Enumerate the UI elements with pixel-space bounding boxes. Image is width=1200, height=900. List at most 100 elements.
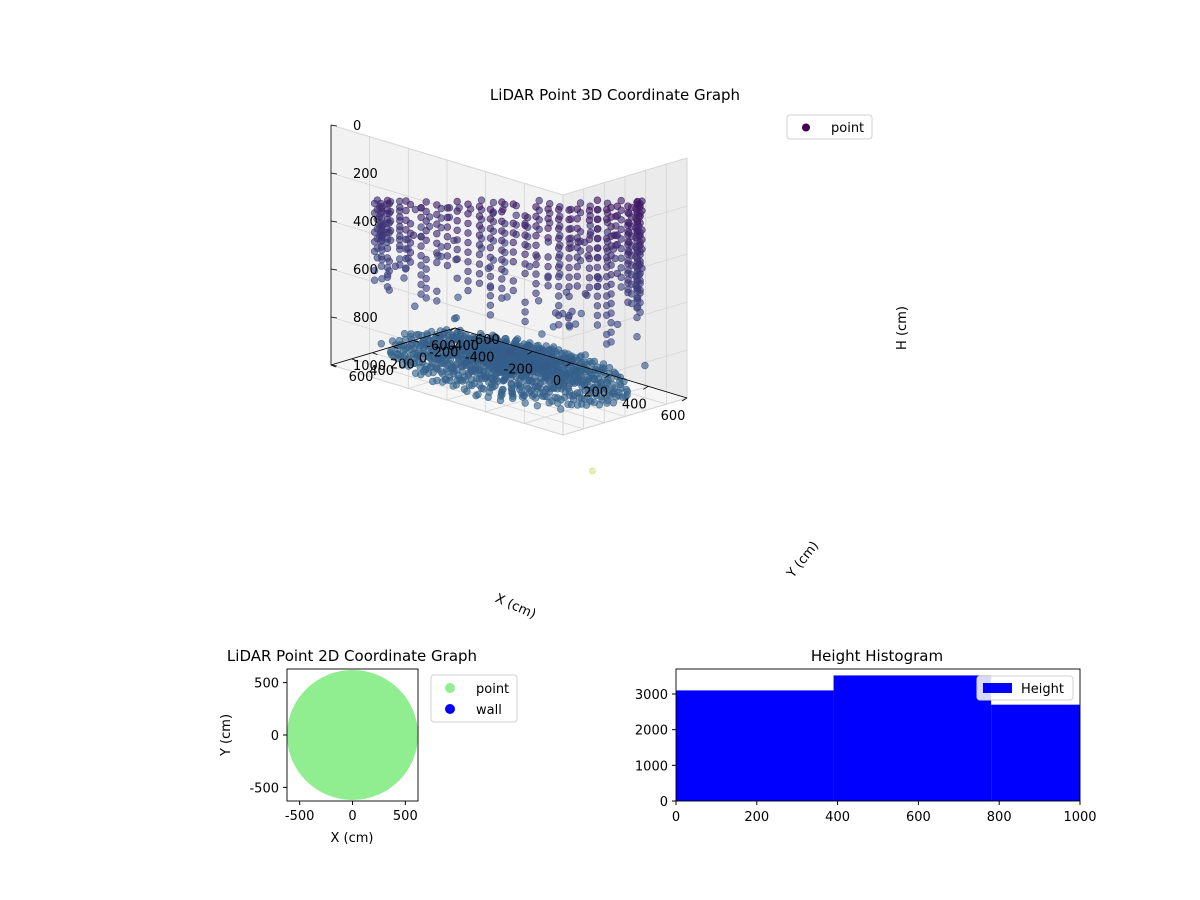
cloud-point xyxy=(498,246,506,254)
cloud-point xyxy=(521,269,529,278)
chart-2d-y-tick-label: 500 xyxy=(254,677,279,692)
cloud-point xyxy=(521,250,529,259)
cloud-point xyxy=(417,290,425,298)
cloud-point xyxy=(417,242,425,250)
cloud-point xyxy=(453,197,461,206)
cloud-point xyxy=(543,361,551,369)
cloud-point xyxy=(486,263,495,271)
cloud-point xyxy=(520,392,528,400)
cloud-point xyxy=(385,200,393,208)
cloud-point xyxy=(464,248,472,256)
cloud-point xyxy=(378,202,386,211)
cloud-point xyxy=(424,353,433,361)
cloud-point xyxy=(577,309,585,318)
cloud-point xyxy=(577,400,586,408)
cloud-point xyxy=(453,226,461,235)
cloud-point xyxy=(633,217,641,226)
cloud-point xyxy=(597,393,606,401)
y-tick-mark xyxy=(454,327,461,331)
cloud-point xyxy=(544,224,552,232)
cloud-point xyxy=(633,294,641,302)
cloud-point xyxy=(544,272,552,280)
h-tick-label: 400 xyxy=(353,215,378,230)
cloud-point xyxy=(370,276,379,284)
cloud-point xyxy=(420,368,428,376)
cloud-point xyxy=(554,399,562,407)
chart-2d-x-tick-label: 0 xyxy=(348,809,356,824)
x-tick-label: -200 xyxy=(504,362,534,377)
cloud-point xyxy=(603,399,611,407)
cloud-point xyxy=(570,379,578,387)
cloud-point xyxy=(602,234,611,243)
cloud-point xyxy=(453,207,461,215)
cloud-point xyxy=(633,237,641,245)
cloud-point xyxy=(440,343,448,351)
histogram-bar xyxy=(676,690,834,801)
cloud-point xyxy=(554,273,563,281)
cloud-point xyxy=(481,374,489,382)
chart-3d-floor-projection xyxy=(589,467,596,475)
x-tick-label: -400 xyxy=(465,351,495,366)
cloud-point xyxy=(565,235,573,243)
y-tick-mark xyxy=(351,358,357,362)
cloud-point xyxy=(443,213,452,222)
cloud-point xyxy=(486,272,495,281)
chart-3d-axes: -600-400-2000200400600-600-400-200020040… xyxy=(330,119,688,424)
cloud-point xyxy=(498,198,506,206)
cloud-point xyxy=(593,273,602,281)
cloud-point xyxy=(433,249,441,257)
cloud-point xyxy=(544,282,552,290)
cloud-point xyxy=(422,198,430,206)
cloud-point xyxy=(554,244,563,252)
cloud-point xyxy=(521,221,529,230)
cloud-point xyxy=(377,238,385,246)
y-tick-mark xyxy=(392,346,399,349)
y-tick-mark xyxy=(434,333,440,337)
cloud-point xyxy=(476,356,485,364)
cloud-point xyxy=(396,232,404,240)
cloud-point xyxy=(532,241,540,250)
cloud-point xyxy=(521,308,529,316)
cloud-point xyxy=(617,225,625,234)
cloud-point xyxy=(554,205,563,214)
cloud-point xyxy=(585,264,594,272)
cloud-point xyxy=(521,298,529,306)
cloud-point xyxy=(429,377,437,386)
cloud-point xyxy=(455,375,464,383)
histogram-chart: Height Histogram 0 200 400 600 800 1000 0 1000 2… xyxy=(635,647,1097,825)
cloud-point xyxy=(383,273,392,281)
cloud-point xyxy=(498,265,506,273)
cloud-point xyxy=(491,366,500,374)
cloud-point xyxy=(438,378,447,386)
cloud-point xyxy=(396,213,404,221)
histogram-y-tick-label: 2000 xyxy=(635,724,668,739)
cloud-point xyxy=(593,311,602,320)
cloud-point xyxy=(633,285,641,293)
cloud-point xyxy=(544,205,552,213)
cloud-point xyxy=(607,223,615,231)
cloud-point xyxy=(585,206,594,215)
chart-3d-legend-label: point xyxy=(831,121,864,136)
y-tick-label: -400 xyxy=(450,339,480,354)
cloud-point xyxy=(464,229,472,237)
cloud-point xyxy=(602,273,611,281)
cloud-point xyxy=(521,241,529,249)
cloud-point xyxy=(385,257,393,265)
cloud-point xyxy=(391,262,400,270)
cloud-point xyxy=(475,231,484,240)
h-tick-label: 600 xyxy=(353,263,378,278)
cloud-point xyxy=(567,400,576,409)
y-tick-label: 600 xyxy=(349,370,374,385)
cloud-point xyxy=(565,206,573,214)
cloud-point xyxy=(422,294,430,302)
histogram-frame xyxy=(675,668,1081,802)
cloud-point xyxy=(486,205,495,214)
x-tick-mark xyxy=(681,397,688,402)
x-tick-label: 0 xyxy=(553,374,561,389)
cloud-point xyxy=(512,211,520,220)
cloud-point xyxy=(433,345,441,353)
chart-2d-legend: point wall xyxy=(430,674,518,723)
cloud-point xyxy=(464,210,472,218)
y-tick-label: 200 xyxy=(390,358,415,373)
cloud-point xyxy=(573,205,581,213)
